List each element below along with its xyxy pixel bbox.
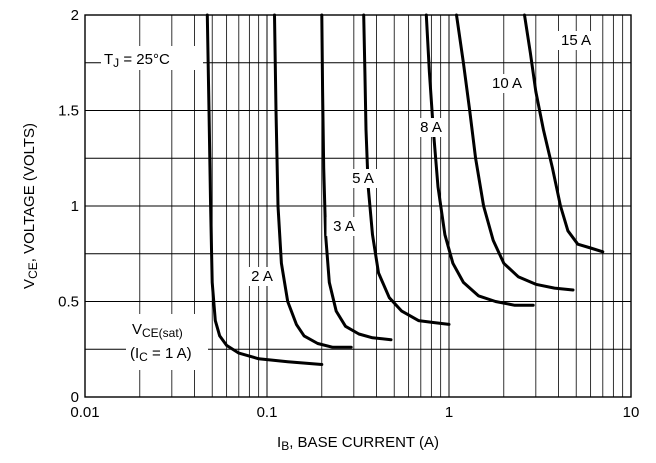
plot-frame <box>84 14 632 398</box>
curve-label: 15 A <box>561 32 591 49</box>
curve-label: 8 A <box>420 119 442 136</box>
series-line <box>362 13 451 326</box>
tj-annotation-bg <box>101 46 203 70</box>
curve-label: 10 A <box>492 75 522 92</box>
labels: 0.01 0.1 1 10 0 0.5 1 1.5 2 IB, BASE CURRENT (A) V… <box>21 7 639 453</box>
x-tick-label: 0.01 <box>70 404 99 421</box>
y-tick-label: 2 <box>71 7 79 24</box>
curve-label-bg <box>554 31 598 50</box>
series-line <box>273 13 353 349</box>
tj-annotation: TJ = 25°C <box>104 51 170 70</box>
series-line <box>455 13 575 292</box>
y-axis-label: VCE, VOLTAGE (VOLTS) <box>21 123 40 289</box>
curve-label-bg <box>244 267 280 286</box>
curve-label: 5 A <box>352 170 374 187</box>
curve-label-bg <box>345 169 381 188</box>
series-line <box>320 13 393 342</box>
series-line <box>205 13 324 366</box>
curve-label-bg <box>413 118 449 137</box>
y-tick-label: 0.5 <box>58 294 79 311</box>
curve-label: 3 A <box>333 218 355 235</box>
ic-label: (IC = 1 A) <box>130 345 192 364</box>
vce-sat-label: VCE(sat) <box>132 321 183 340</box>
curve-label-bg <box>326 217 362 236</box>
y-tick-label: 0 <box>71 389 79 406</box>
x-tick-label: 1 <box>445 404 453 421</box>
curve-label-bg <box>485 74 529 93</box>
series-line <box>523 13 605 254</box>
x-axis-label: IB, BASE CURRENT (A) <box>277 434 439 453</box>
x-tick-label: 0.1 <box>257 404 278 421</box>
x-tick-label: 10 <box>623 404 640 421</box>
curves <box>205 13 605 366</box>
y-tick-label: 1 <box>71 198 79 215</box>
y-tick-label: 1.5 <box>58 103 79 120</box>
vce-sat-annotation-bg <box>126 314 208 370</box>
series-line <box>424 13 535 307</box>
curve-label: 2 A <box>251 268 273 285</box>
